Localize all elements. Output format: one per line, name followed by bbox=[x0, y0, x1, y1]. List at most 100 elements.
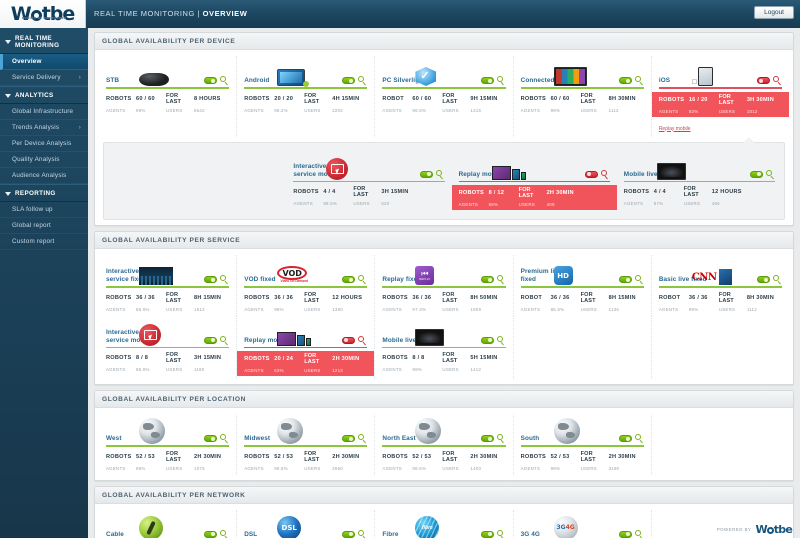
agents-label: AGENTS bbox=[520, 306, 541, 312]
availability-card-south[interactable]: South ROBOTS 52 / 53 FOR LAST 2H 30MIN AGENTS… bbox=[514, 414, 652, 475]
card-title: Interactive service fixed bbox=[106, 268, 147, 283]
search-icon[interactable] bbox=[496, 275, 506, 285]
search-icon[interactable] bbox=[496, 434, 506, 444]
status-toggle[interactable] bbox=[342, 435, 356, 442]
search-icon[interactable] bbox=[220, 76, 229, 86]
availability-card-stb[interactable]: STB ROBOTS 60 / 60 FOR LAST 8 HOURS AGENTS 99%… bbox=[99, 56, 238, 138]
status-toggle[interactable] bbox=[750, 170, 763, 178]
status-toggle[interactable] bbox=[204, 435, 218, 442]
sidebar-item-quality-analysis[interactable]: Quality Analysis bbox=[0, 152, 88, 168]
status-toggle[interactable] bbox=[204, 77, 218, 84]
search-icon[interactable] bbox=[766, 169, 775, 179]
sidebar-item-custom-report[interactable]: Custom report bbox=[0, 234, 88, 250]
status-toggle[interactable] bbox=[480, 435, 494, 442]
caret-down-icon bbox=[5, 93, 11, 98]
search-icon[interactable] bbox=[634, 76, 644, 86]
status-toggle[interactable] bbox=[419, 170, 433, 178]
card-title: North East bbox=[382, 435, 416, 442]
search-icon[interactable] bbox=[634, 275, 644, 285]
drawer-pointer-icon bbox=[743, 136, 755, 143]
sidebar-item-service-delivery[interactable]: Service Delivery › bbox=[0, 70, 88, 86]
search-icon[interactable] bbox=[634, 434, 644, 444]
sidebar-item-sla-follow-up[interactable]: SLA follow up bbox=[0, 202, 88, 218]
for-last-value: 3H 30MIN bbox=[746, 96, 774, 103]
status-toggle[interactable] bbox=[204, 276, 218, 283]
search-icon[interactable] bbox=[220, 434, 229, 444]
card-row: West ROBOTS 52 / 53 FOR LAST 2H 30MIN AGENTS 9… bbox=[99, 414, 789, 475]
search-icon[interactable] bbox=[220, 529, 229, 538]
search-icon[interactable] bbox=[600, 169, 610, 179]
availability-card-interactive-service-mobile[interactable]: Interactive service mobile ROBOTS 4 / 4 FOR… bbox=[286, 150, 451, 214]
sidebar-item-trends-analysis[interactable]: Trends Analysis › bbox=[0, 120, 88, 136]
status-toggle[interactable] bbox=[204, 530, 218, 538]
sidebar-item-global-report[interactable]: Global report bbox=[0, 218, 88, 234]
status-toggle[interactable] bbox=[757, 77, 771, 84]
availability-card-premium-live-fixed[interactable]: Premium live fixed HD ROBOT 36 / 36 FOR LAST… bbox=[514, 255, 652, 316]
search-icon[interactable] bbox=[634, 529, 644, 538]
availability-card-vod-fixed[interactable]: VOD fixed VOD Video On Demand ROBOTS 36 / 36… bbox=[237, 255, 376, 316]
status-toggle[interactable] bbox=[342, 530, 356, 538]
breadcrumb-parent[interactable]: REAL TIME MONITORING | bbox=[94, 9, 203, 18]
search-icon[interactable] bbox=[496, 76, 506, 86]
sidebar-item-overview[interactable]: Overview bbox=[0, 54, 88, 70]
availability-card-android[interactable]: Android ROBOTS 20 / 20 FOR LAST 4H 15MIN AGEN… bbox=[237, 56, 376, 138]
availability-card-mobile-live-tv[interactable]: Mobile live TV ROBOTS 8 / 8 FOR LAST 5H 15MI… bbox=[375, 315, 514, 379]
globe-icon bbox=[139, 418, 165, 444]
search-icon[interactable] bbox=[435, 169, 445, 179]
status-toggle[interactable] bbox=[480, 530, 494, 538]
status-toggle[interactable] bbox=[342, 336, 356, 344]
logout-button[interactable]: Logout bbox=[754, 6, 794, 19]
status-toggle[interactable] bbox=[342, 77, 356, 84]
status-toggle[interactable] bbox=[584, 170, 598, 178]
status-toggle[interactable] bbox=[480, 276, 494, 283]
card-metrics: ROBOTS 36 / 36 FOR LAST 8H 50MIN AGENTS 97.3%… bbox=[382, 291, 505, 313]
availability-card-interactive-service-fixed[interactable]: Interactive service fixed ROBOTS 36 / 36 FO… bbox=[99, 255, 238, 316]
search-icon[interactable] bbox=[496, 335, 506, 345]
status-toggle[interactable] bbox=[204, 336, 218, 344]
search-icon[interactable] bbox=[773, 76, 782, 86]
availability-card-replay-mobiles[interactable]: Replay mobiles ROBOTS 8 / 12 FOR LAST 2H 30M… bbox=[451, 150, 617, 214]
sidebar-group-2[interactable]: REPORTING bbox=[0, 184, 88, 202]
status-toggle[interactable] bbox=[480, 77, 494, 84]
status-toggle[interactable] bbox=[480, 336, 494, 344]
search-icon[interactable] bbox=[358, 529, 367, 538]
sidebar-item-global-infrastructure[interactable]: Global Infrastructure bbox=[0, 104, 88, 120]
status-toggle[interactable] bbox=[618, 276, 632, 283]
card-actions bbox=[204, 76, 229, 86]
availability-card-west[interactable]: West ROBOTS 52 / 53 FOR LAST 2H 30MIN AGENTS 9… bbox=[99, 414, 238, 475]
status-toggle[interactable] bbox=[342, 276, 356, 283]
search-icon[interactable] bbox=[358, 335, 367, 345]
availability-card-north-east[interactable]: North East ROBOTS 52 / 53 FOR LAST 2H 30MIN A… bbox=[375, 414, 514, 475]
search-icon[interactable] bbox=[220, 275, 229, 285]
search-icon[interactable] bbox=[773, 275, 782, 285]
search-icon[interactable] bbox=[358, 76, 367, 86]
status-toggle[interactable] bbox=[618, 77, 632, 84]
search-icon[interactable] bbox=[358, 434, 367, 444]
availability-card-midwest[interactable]: Midwest ROBOTS 52 / 53 FOR LAST 2H 30MIN AGEN… bbox=[237, 414, 376, 475]
availability-card-replay-fixed[interactable]: Replay fixed ⏮ REPLAY ROBOTS 36 / 36 FOR LAST… bbox=[375, 255, 514, 316]
availability-card-interactive-service-mobiles[interactable]: Interactive service mobiles ROBOTS 8 / 8 FO… bbox=[99, 315, 238, 379]
sidebar-item-audience-analysis[interactable]: Audience Analysis bbox=[0, 168, 88, 184]
availability-card-pc-silverlight[interactable]: PC Silverlight ROBOT 60 / 60 FOR LAST 9H 15M… bbox=[375, 56, 514, 138]
sidebar-group-0[interactable]: REAL TIME MONITORING bbox=[0, 30, 88, 54]
availability-card-mobile-live-tv[interactable]: Mobile live TV ROBOTS 4 / 4 FOR LAST 12 HOUR… bbox=[617, 150, 782, 214]
sidebar-item-label: SLA follow up bbox=[12, 206, 53, 213]
search-icon[interactable] bbox=[358, 275, 367, 285]
card-sublink[interactable]: Replay mobile bbox=[658, 125, 691, 132]
availability-card-basic-live-fixed[interactable]: Basic live fixed CNN ROBOT 36 / 36 FOR LAST 8… bbox=[652, 255, 789, 316]
availability-card-connected-tv[interactable]: Connected TV ROBOTS 60 / 60 FOR LAST 8H 30MI… bbox=[514, 56, 652, 138]
status-toggle[interactable] bbox=[618, 435, 632, 442]
sidebar-group-1[interactable]: ANALYTICS bbox=[0, 86, 88, 104]
availability-card-replay-mobiles[interactable]: Replay mobiles ROBOTS 20 / 24 FOR LAST 2H 30… bbox=[237, 315, 376, 379]
sidebar-item-per-device-analysis[interactable]: Per Device Analysis bbox=[0, 136, 88, 152]
search-icon[interactable] bbox=[220, 335, 229, 345]
status-toggle[interactable] bbox=[757, 276, 771, 283]
status-toggle[interactable] bbox=[618, 530, 632, 538]
search-icon[interactable] bbox=[496, 529, 506, 538]
